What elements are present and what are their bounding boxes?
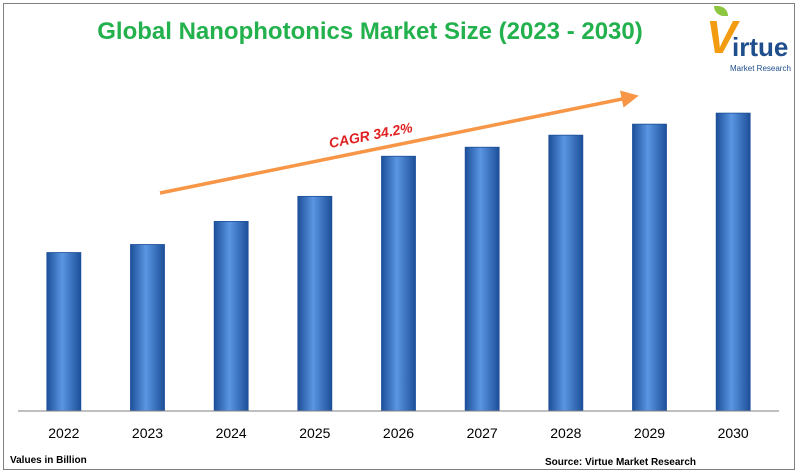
x-tick-label-2022: 2022 (48, 425, 79, 441)
bar-2028 (548, 134, 584, 412)
bar-2026 (381, 155, 416, 412)
cagr-arrow (159, 90, 639, 195)
x-tick-label-2024: 2024 (216, 425, 247, 441)
x-tick-labels: 2022 2023 2024 2025 2026 2027 2028 2029 2030 (48, 425, 749, 441)
bars-group (46, 112, 751, 412)
bar-2023 (130, 244, 165, 412)
units-note: Values in Billion (10, 455, 87, 466)
cagr-annotation: CAGR 34.2% (328, 119, 415, 151)
x-tick-label-2028: 2028 (550, 425, 581, 441)
bar-2030 (715, 112, 751, 412)
brand-logo: V irtue Market Research (700, 6, 792, 92)
x-tick-label-2026: 2026 (383, 425, 414, 441)
bar-2024 (213, 221, 249, 412)
leaf-icon (714, 6, 728, 16)
x-tick-label-2027: 2027 (467, 425, 498, 441)
logo-tagline: Market Research (730, 64, 791, 73)
logo-wordmark: irtue (732, 32, 789, 62)
logo-letter-v: V (706, 11, 737, 63)
chart-title: Global Nanophotonics Market Size (2023 -… (97, 18, 643, 45)
bar-2027 (464, 146, 500, 412)
bar-2022 (46, 252, 82, 412)
bar-2029 (632, 123, 667, 412)
x-tick-label-2029: 2029 (634, 425, 665, 441)
x-tick-label-2023: 2023 (132, 425, 163, 441)
chart-frame (3, 3, 795, 470)
bar-2025 (297, 195, 333, 412)
source-note: Source: Virtue Market Research (545, 457, 696, 468)
x-tick-label-2030: 2030 (718, 425, 749, 441)
x-tick-label-2025: 2025 (299, 425, 330, 441)
